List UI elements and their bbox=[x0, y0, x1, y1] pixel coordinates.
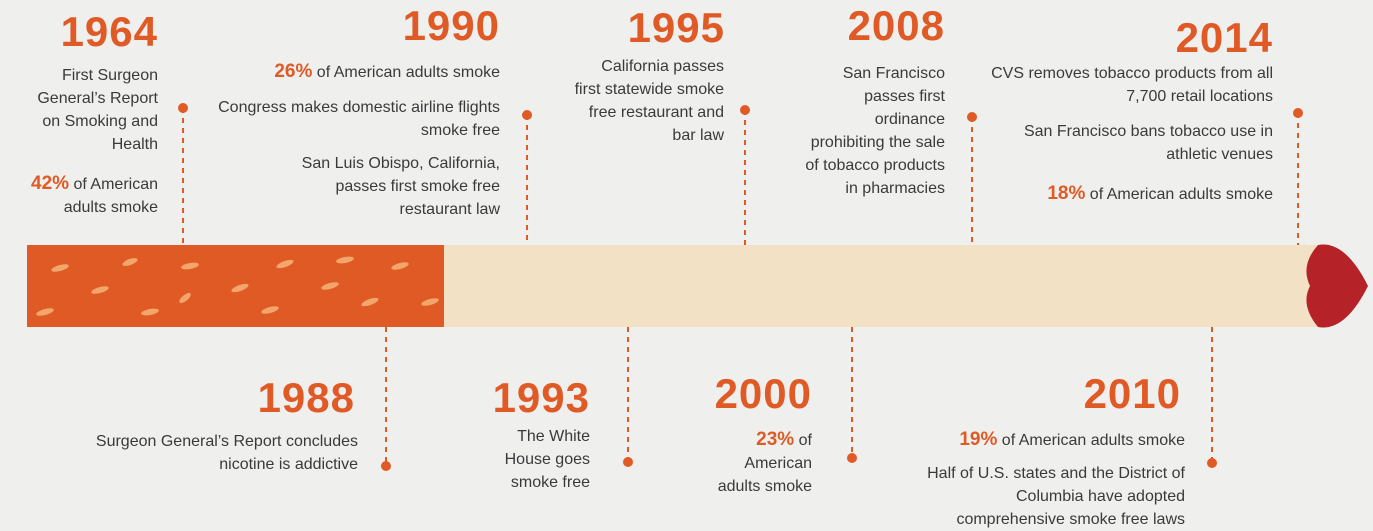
event-year: 1995 bbox=[628, 4, 725, 52]
event-item: 18% of American adults smoke bbox=[973, 182, 1273, 206]
event-text: of American adults smoke bbox=[1090, 186, 1273, 203]
event-text: of American adults smoke bbox=[317, 64, 500, 81]
dot bbox=[967, 112, 977, 122]
cigarette-filter bbox=[27, 245, 444, 327]
event-item: San Luis Obispo, California, passes firs… bbox=[260, 152, 500, 221]
dot bbox=[847, 453, 857, 463]
event-item: Congress makes domestic airline flights … bbox=[215, 96, 500, 142]
event-year: 1964 bbox=[61, 8, 158, 56]
event-text: of American adults smoke bbox=[1002, 432, 1185, 449]
dot bbox=[522, 110, 532, 120]
dot bbox=[623, 457, 633, 467]
event-item: 19% of American adults smoke bbox=[905, 428, 1185, 452]
event-year: 1990 bbox=[403, 2, 500, 50]
highlight: 23% bbox=[756, 429, 794, 450]
event-item: California passes first statewide smoke … bbox=[574, 55, 724, 147]
dot bbox=[1207, 458, 1217, 468]
dot bbox=[381, 461, 391, 471]
event-item: The White House goes smoke free bbox=[490, 425, 590, 494]
dot bbox=[1293, 108, 1303, 118]
event-item: First Surgeon General’s Report on Smokin… bbox=[18, 64, 158, 156]
event-item: San Francisco bans tobacco use in athlet… bbox=[983, 120, 1273, 166]
event-item: CVS removes tobacco products from all 7,… bbox=[983, 62, 1273, 108]
event-year: 1988 bbox=[258, 374, 355, 422]
event-year: 1993 bbox=[493, 374, 590, 422]
event-text: of American adults smoke bbox=[64, 176, 158, 216]
event-year: 2010 bbox=[1084, 370, 1181, 418]
cigarette-body bbox=[444, 245, 1324, 327]
cigarette-tip bbox=[1306, 245, 1368, 328]
event-item: 42% of American adults smoke bbox=[0, 172, 158, 219]
event-year: 2008 bbox=[848, 2, 945, 50]
event-year: 2014 bbox=[1176, 14, 1273, 62]
dot bbox=[740, 105, 750, 115]
highlight: 19% bbox=[959, 429, 997, 450]
event-item: San Francisco passes first ordinance pro… bbox=[805, 62, 945, 200]
dot bbox=[178, 103, 188, 113]
highlight: 18% bbox=[1047, 183, 1085, 204]
event-item: 26% of American adults smoke bbox=[200, 60, 500, 84]
event-year: 2000 bbox=[715, 370, 812, 418]
event-item: 23% of American adults smoke bbox=[702, 428, 812, 498]
highlight: 26% bbox=[274, 61, 312, 82]
page: 1964 First Surgeon General’s Report on S… bbox=[0, 0, 1373, 531]
event-item: Surgeon General’s Report concludes nicot… bbox=[48, 430, 358, 476]
event-item: Half of U.S. states and the District of … bbox=[915, 462, 1185, 531]
highlight: 42% bbox=[31, 173, 69, 194]
